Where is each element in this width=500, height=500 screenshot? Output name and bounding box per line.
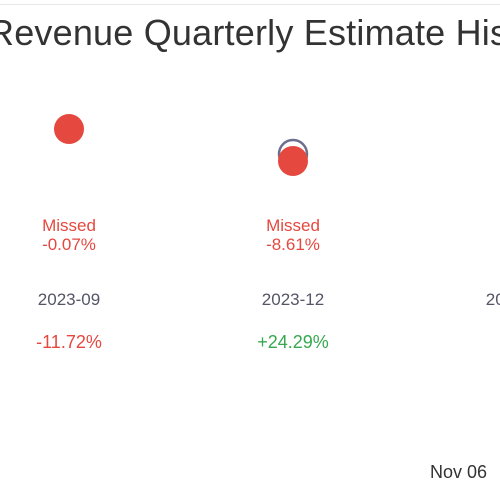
change-label-2024-03: +1	[447, 332, 500, 353]
period-label-2023-12: 2023-12	[261, 290, 325, 309]
result-label-2023-09: Missed -0.07%	[0, 216, 139, 254]
actual-marker-2023-12[interactable]	[278, 146, 308, 176]
title-divider	[0, 4, 500, 5]
surprise-percent: -8.61%	[266, 235, 320, 254]
result-word: Missed	[42, 216, 96, 235]
result-label-2023-12: Missed -8.61%	[223, 216, 363, 254]
period-label-2024-03: 2024-03	[485, 290, 500, 309]
change-label-2023-12: +24.29%	[257, 332, 329, 352]
surprise-percent: -0.07%	[42, 235, 96, 254]
actual-marker-2023-09[interactable]	[54, 114, 84, 144]
result-word: Missed	[266, 216, 320, 235]
change-label-2023-09: -11.72%	[36, 332, 102, 352]
result-label-2024-03: +	[447, 216, 500, 254]
surprise-percent: +	[447, 235, 500, 254]
period-label-2023-09: 2023-09	[37, 290, 101, 309]
footer-date: Nov 06	[430, 462, 488, 482]
chart-title: Revenue Quarterly Estimate History	[0, 12, 500, 53]
